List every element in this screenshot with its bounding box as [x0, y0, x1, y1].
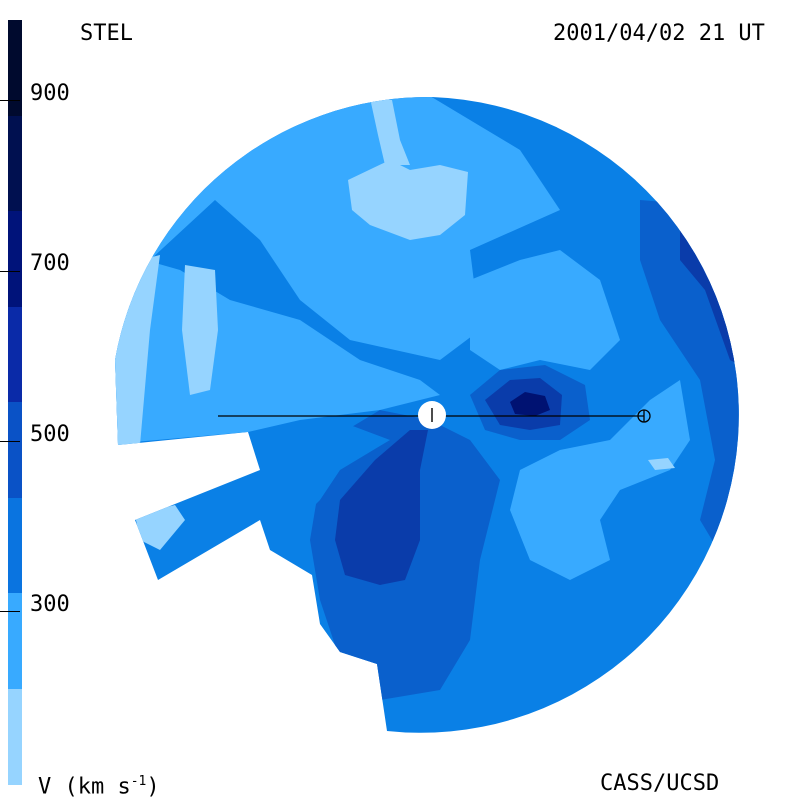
contour-region — [348, 160, 468, 240]
colorbar-tick-label: 900 — [30, 81, 70, 106]
contour-region — [135, 505, 185, 550]
contour-region — [182, 265, 218, 395]
contour-region — [735, 460, 739, 520]
instrument-label: STEL — [80, 21, 133, 46]
datetime-label: 2001/04/02 21 UT — [553, 21, 765, 46]
legend-units-text: V (km s — [38, 774, 131, 800]
colorbar-segment — [8, 115, 22, 212]
legend-units-label: V (km s-1) — [38, 770, 160, 799]
colorbar-tick-label: 300 — [30, 592, 70, 617]
contour-region — [510, 380, 690, 580]
colorbar-tick — [0, 100, 20, 101]
contour-region — [648, 458, 675, 470]
colorbar-segment — [8, 497, 22, 594]
colorbar-segment — [8, 402, 22, 498]
contour-region — [370, 98, 410, 165]
credit-label: CASS/UCSD — [600, 771, 720, 796]
contour-region — [510, 392, 550, 416]
colorbar-tick — [0, 611, 20, 612]
contour-region — [335, 430, 428, 585]
colorbar-segment — [8, 593, 22, 689]
colorbar-tick-label: 700 — [30, 251, 70, 276]
colorbar-segment — [8, 688, 22, 785]
colorbar-tick — [0, 271, 20, 272]
colorbar-tick — [0, 441, 20, 442]
legend-units-close: ) — [146, 774, 160, 800]
contour-region — [295, 420, 390, 520]
contour-region — [115, 255, 160, 445]
contour-region — [470, 250, 620, 370]
colorbar-segment — [8, 306, 22, 403]
colorbar-segment — [8, 211, 22, 307]
colorbar-tick-label: 500 — [30, 422, 70, 447]
colorbar-segment — [8, 20, 22, 116]
velocity-colorbar — [8, 20, 22, 785]
legend-units-exponent: -1 — [130, 774, 147, 789]
